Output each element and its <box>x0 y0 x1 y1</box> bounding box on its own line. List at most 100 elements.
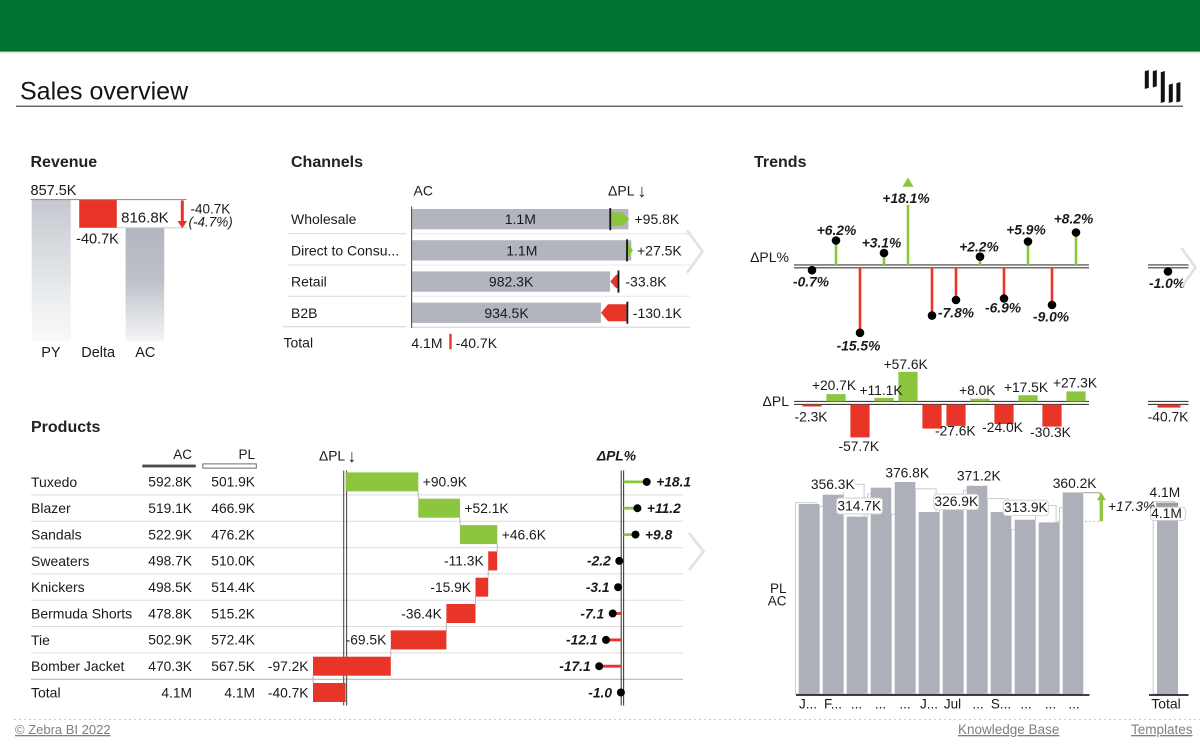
svg-text:ΔPL%: ΔPL% <box>750 249 789 265</box>
svg-text:982.3K: 982.3K <box>489 274 534 290</box>
svg-text:572.4K: 572.4K <box>211 633 256 648</box>
svg-text:+52.1K: +52.1K <box>465 501 510 516</box>
svg-text:↓: ↓ <box>348 446 357 466</box>
svg-text:510.0K: 510.0K <box>211 554 256 569</box>
svg-text:Delta: Delta <box>81 345 116 361</box>
svg-text:478.8K: 478.8K <box>148 606 193 621</box>
svg-text:-3.1: -3.1 <box>586 580 610 595</box>
svg-text:4.1M: 4.1M <box>161 685 192 700</box>
svg-text:1.1M: 1.1M <box>505 211 536 227</box>
svg-text:AC: AC <box>768 594 787 609</box>
svg-text:+18.1%: +18.1% <box>882 191 929 206</box>
svg-text:498.7K: 498.7K <box>148 554 193 569</box>
svg-text:AC: AC <box>135 345 155 361</box>
svg-text:-40.7K: -40.7K <box>268 685 309 700</box>
svg-text:...: ... <box>875 697 886 712</box>
svg-text:...: ... <box>1045 697 1056 712</box>
svg-text:J...: J... <box>799 697 817 712</box>
svg-text:Jul: Jul <box>944 697 961 712</box>
svg-text:-97.2K: -97.2K <box>268 659 309 674</box>
svg-text:356.3K: 356.3K <box>811 477 856 492</box>
svg-text:F...: F... <box>824 697 842 712</box>
svg-text:AC: AC <box>414 183 433 199</box>
svg-text:AC: AC <box>173 447 192 462</box>
svg-text:1.1M: 1.1M <box>506 242 537 258</box>
svg-text:501.9K: 501.9K <box>211 475 256 490</box>
svg-text:934.5K: 934.5K <box>484 305 529 321</box>
svg-text:Tuxedo: Tuxedo <box>31 474 77 490</box>
svg-text:+95.8K: +95.8K <box>635 211 680 227</box>
svg-text:ΔPL: ΔPL <box>319 449 345 464</box>
svg-text:-33.8K: -33.8K <box>625 274 667 290</box>
svg-text:-2.2: -2.2 <box>587 554 611 569</box>
svg-text:Total: Total <box>284 335 314 351</box>
svg-text:-9.0%: -9.0% <box>1033 310 1069 325</box>
svg-text:Sandals: Sandals <box>31 527 82 543</box>
svg-text:Sales overview: Sales overview <box>20 78 189 106</box>
svg-text:-0.7%: -0.7% <box>793 275 829 290</box>
svg-text:466.9K: 466.9K <box>211 501 256 516</box>
svg-text:522.9K: 522.9K <box>148 527 193 542</box>
svg-text:4.1M: 4.1M <box>1151 506 1182 521</box>
svg-text:+8.2%: +8.2% <box>1054 212 1094 227</box>
svg-text:+5.9%: +5.9% <box>1006 223 1046 238</box>
svg-text:4.1M: 4.1M <box>1150 485 1181 500</box>
svg-text:+18.1: +18.1 <box>656 475 691 490</box>
svg-text:-12.1: -12.1 <box>566 633 597 648</box>
svg-text:-7.8%: -7.8% <box>938 306 974 321</box>
svg-text:514.4K: 514.4K <box>211 580 256 595</box>
svg-text:592.8K: 592.8K <box>148 475 193 490</box>
svg-text:-57.7K: -57.7K <box>838 439 879 454</box>
svg-text:PY: PY <box>41 345 61 361</box>
svg-text:ΔPL: ΔPL <box>608 183 635 199</box>
svg-text:-2.3K: -2.3K <box>795 410 829 425</box>
svg-text:+8.0K: +8.0K <box>959 383 996 398</box>
svg-text:-6.9%: -6.9% <box>985 301 1021 316</box>
svg-text:PL: PL <box>770 581 787 596</box>
svg-text:313.9K: 313.9K <box>1004 500 1049 515</box>
svg-text:+11.2: +11.2 <box>647 501 681 516</box>
svg-text:857.5K: 857.5K <box>31 183 77 199</box>
svg-text:Revenue: Revenue <box>31 154 98 171</box>
svg-text:-40.7K: -40.7K <box>191 202 231 217</box>
svg-text:-30.3K: -30.3K <box>1030 425 1071 440</box>
svg-text:326.9K: 326.9K <box>934 494 979 509</box>
svg-text:376.8K: 376.8K <box>885 466 930 481</box>
svg-text:...: ... <box>972 697 983 712</box>
svg-text:Blazer: Blazer <box>31 500 71 516</box>
svg-text:371.2K: 371.2K <box>957 468 1002 483</box>
svg-text:515.2K: 515.2K <box>211 606 256 621</box>
svg-text:498.5K: 498.5K <box>148 580 193 595</box>
svg-text:...: ... <box>851 697 862 712</box>
svg-text:Total: Total <box>1151 696 1181 712</box>
svg-text:Bomber Jacket: Bomber Jacket <box>31 658 124 674</box>
svg-text:↓: ↓ <box>638 181 647 201</box>
svg-text:Knowledge Base: Knowledge Base <box>958 722 1059 737</box>
svg-text:Templates: Templates <box>1131 722 1193 737</box>
svg-text:+9.8: +9.8 <box>645 527 673 542</box>
svg-text:+6.2%: +6.2% <box>817 223 857 238</box>
svg-text:-130.1K: -130.1K <box>633 305 683 321</box>
svg-text:ΔPL: ΔPL <box>763 393 790 409</box>
svg-text:Total: Total <box>31 685 61 701</box>
svg-text:+57.6K: +57.6K <box>884 357 929 372</box>
svg-text:-27.6K: -27.6K <box>935 424 976 439</box>
svg-text:-40.7K: -40.7K <box>76 232 119 248</box>
svg-text:-15.5%: -15.5% <box>837 339 881 354</box>
svg-text:+20.7K: +20.7K <box>812 378 857 393</box>
svg-text:PL: PL <box>238 447 255 462</box>
svg-text:-11.3K: -11.3K <box>444 554 484 569</box>
svg-text:-17.1: -17.1 <box>559 659 590 674</box>
svg-text:Wholesale: Wholesale <box>291 211 357 227</box>
svg-text:-1.0%: -1.0% <box>1149 276 1185 291</box>
svg-text:Direct to Consu...: Direct to Consu... <box>291 242 399 258</box>
svg-text:(-4.7%): (-4.7%) <box>189 215 233 230</box>
svg-text:Retail: Retail <box>291 274 327 290</box>
svg-text:816.8K: 816.8K <box>121 209 169 226</box>
svg-text:...: ... <box>1020 697 1031 712</box>
svg-text:+11.1K: +11.1K <box>859 383 903 398</box>
svg-text:+17.3%: +17.3% <box>1108 499 1155 514</box>
svg-text:314.7K: 314.7K <box>837 499 882 514</box>
svg-text:-7.1: -7.1 <box>580 606 604 621</box>
svg-text:Knickers: Knickers <box>31 579 85 595</box>
